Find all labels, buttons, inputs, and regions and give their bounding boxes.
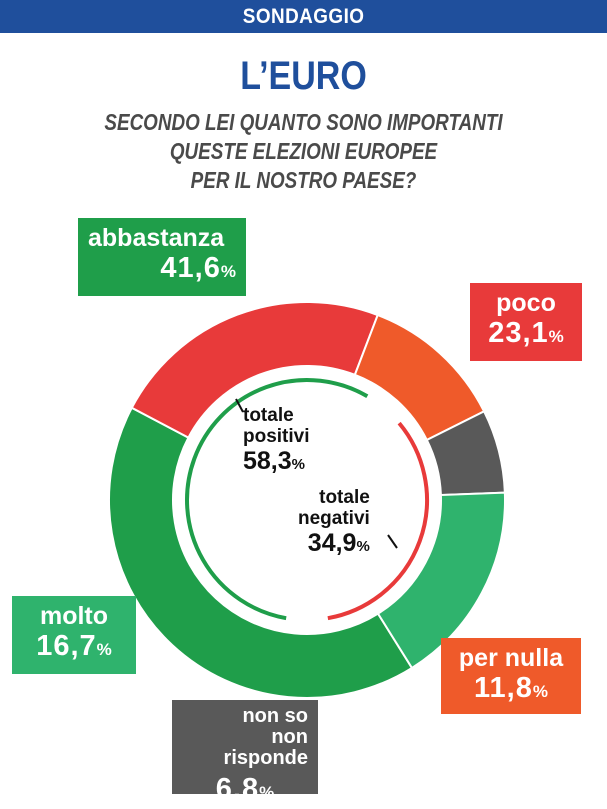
label-non-so-line1: non so [242,705,308,727]
non-so-value-text: 6,8 [215,773,260,805]
label-non-so-value: 6,8% [182,773,308,809]
label-molto-value: 16,7% [22,630,126,666]
label-abbastanza-name: abbastanza [88,224,225,252]
totale-negativi-line2: negativi [298,508,370,529]
percent-sign: % [356,538,370,555]
totale-positivi-value: 58,3% [243,447,310,479]
subtitle-line-1: SECONDO LEI QUANTO SONO IMPORTANTI [104,109,503,135]
abbastanza-value-text: 41,6 [160,252,221,284]
arc-totale-negativi [327,421,429,621]
totale-positivi-line1: totale [243,405,294,426]
label-poco-value: 23,1% [480,317,572,353]
totale-negativi-line1: totale [319,487,370,508]
label-poco-name: poco [496,289,556,317]
label-per-nulla-value: 11,8% [451,672,571,708]
totale-positivi-line2: positivi [243,426,310,447]
label-per-nulla-name: per nulla [458,644,564,672]
label-poco: poco 23,1% [470,283,582,361]
label-per-nulla: per nulla 11,8% [441,638,581,714]
pointer-positivi [235,398,244,413]
totale-positivi: totale positivi 58,3% [243,405,310,479]
percent-sign: % [291,456,306,473]
label-abbastanza-value: 41,6% [88,252,236,288]
molto-value-text: 16,7 [36,630,97,662]
pointer-negativi [387,534,398,549]
positivi-value-text: 58,3 [243,447,292,475]
percent-sign: % [532,682,548,701]
percent-sign: % [259,783,275,802]
header-bar: SONDAGGIO [0,0,607,33]
totale-negativi-value: 34,9% [298,529,370,561]
label-molto-name: molto [39,602,109,630]
poco-value-text: 23,1 [488,317,549,349]
label-non-so-line2: non risponde [223,726,308,769]
donut-hole [173,366,441,634]
label-molto: molto 16,7% [12,596,136,674]
per-nulla-value-text: 11,8 [474,672,533,704]
subtitle-line-3: PER IL NOSTRO PAESE? [190,167,417,193]
percent-sign: % [548,327,564,346]
arc-totale-positivi [185,378,369,621]
header-label: SONDAGGIO [242,4,365,28]
subtitle-line-2: QUESTE ELEZIONI EUROPEE [169,138,438,164]
totale-negativi: totale negativi 34,9% [298,487,370,561]
label-abbastanza: abbastanza 41,6% [78,218,246,296]
percent-sign: % [96,640,112,659]
negativi-value-text: 34,9 [307,529,357,557]
subtitle: SECONDO LEI QUANTO SONO IMPORTANTI QUEST… [0,108,607,195]
page-title: L’EURO [240,54,367,98]
label-non-so: non so non risponde 6,8% [172,700,318,805]
percent-sign: % [220,262,236,281]
